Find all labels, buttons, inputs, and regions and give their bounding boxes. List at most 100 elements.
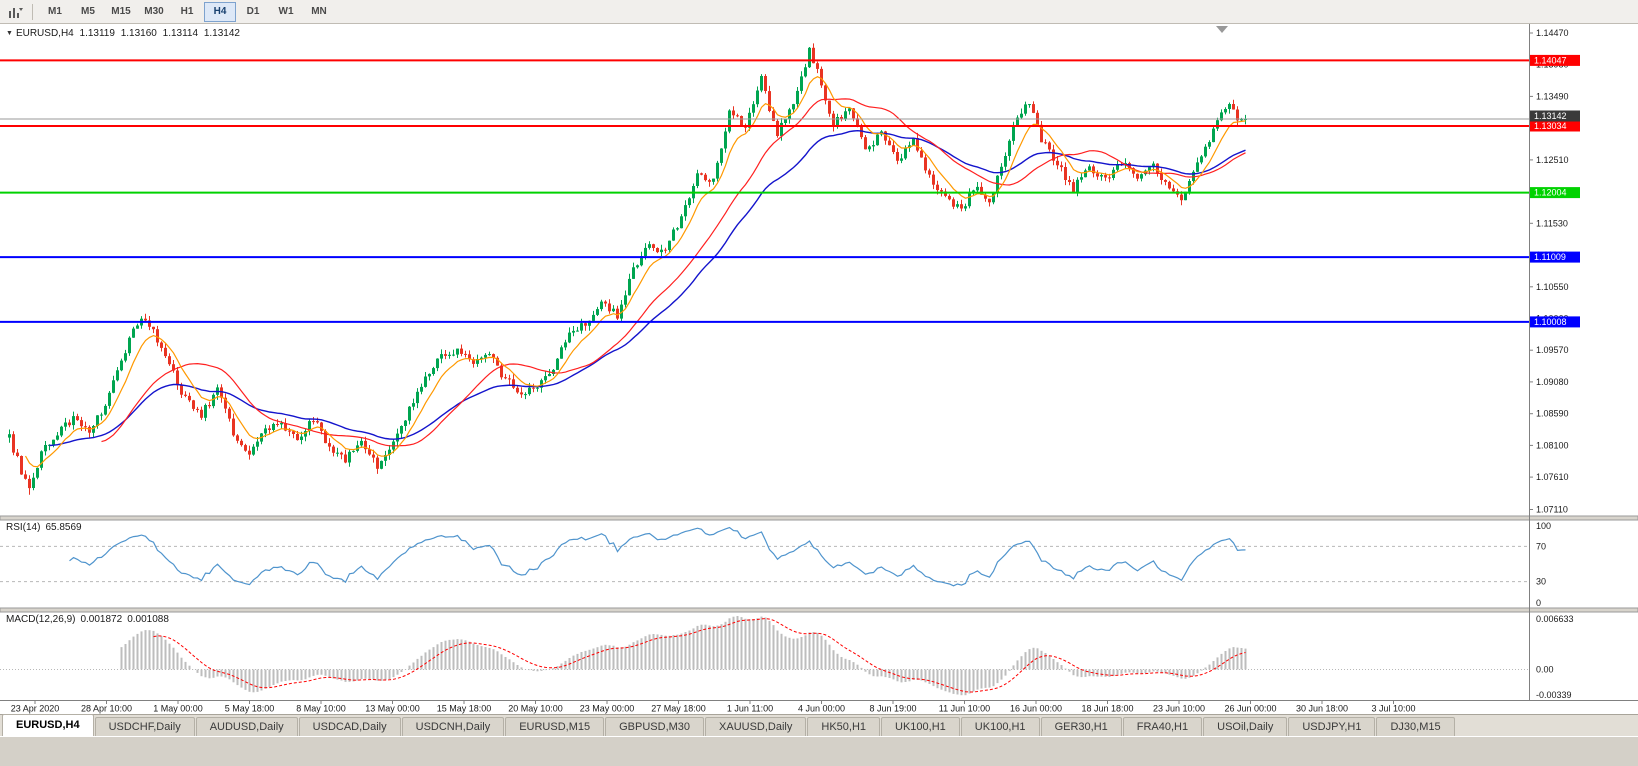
level-price-label — [1530, 251, 1580, 263]
level-price-label-text: 1.12004 — [1534, 188, 1567, 198]
chart-tab-AUDUSD-Daily[interactable]: AUDUSD,Daily — [195, 717, 298, 736]
time-axis-label: 8 Jun 19:00 — [869, 704, 916, 714]
level-price-label — [1530, 187, 1580, 199]
timeframe-toolbar: M1 M5 M15 M30 H1 H4 D1 W1 MN — [39, 1, 335, 22]
panel-separator[interactable] — [0, 515, 1638, 521]
chart-type-icon[interactable] — [4, 2, 26, 22]
bid-price-label-text: 1.13142 — [1534, 111, 1567, 121]
chart-tab-USDCAD-Daily[interactable]: USDCAD,Daily — [298, 717, 401, 736]
macd-axis-max: 0.006633 — [1536, 614, 1574, 624]
ma-slow-line — [49, 129, 1246, 447]
price-tick-label: 1.09080 — [1536, 377, 1569, 387]
macd-indicator-label: MACD(12,26,9) 0.001872 0.001088 — [6, 614, 174, 625]
chart-area: 1.144701.139801.134901.130001.125101.120… — [0, 24, 1638, 714]
price-tick-label: 1.07610 — [1536, 472, 1569, 482]
quote-close: 1.13142 — [203, 28, 240, 39]
level-price-label — [1530, 316, 1580, 328]
timeframe-button-M15[interactable]: M15 — [111, 5, 131, 17]
timeframe-button-H1[interactable]: H1 — [180, 5, 194, 17]
ma-fast-line — [24, 76, 1246, 468]
price-tick-label: 1.10550 — [1536, 282, 1569, 292]
time-axis-label: 23 May 00:00 — [580, 704, 635, 714]
time-axis-label: 16 Jun 00:00 — [1010, 704, 1062, 714]
time-axis-label: 27 May 18:00 — [651, 704, 706, 714]
rsi-axis-label: 30 — [1536, 577, 1546, 587]
chart-tab-GER30-H1[interactable]: GER30,H1 — [1040, 717, 1122, 736]
time-axis-label: 11 Jun 10:00 — [939, 704, 990, 714]
chart-tab-XAUUSD-Daily[interactable]: XAUUSD,Daily — [705, 717, 807, 736]
time-axis-label: 3 Jul 10:00 — [1371, 704, 1415, 714]
timeframe-button-M30[interactable]: M30 — [144, 5, 164, 17]
chart-tab-UK100-H1[interactable]: UK100,H1 — [960, 717, 1040, 736]
price-tick-label: 1.08590 — [1536, 409, 1569, 419]
time-axis-label: 5 May 18:00 — [225, 704, 275, 714]
quote-low: 1.13114 — [162, 28, 199, 39]
time-axis-label: 26 Jun 00:00 — [1224, 704, 1276, 714]
chart-tab-FRA40-H1[interactable]: FRA40,H1 — [1122, 717, 1203, 736]
rsi-title: RSI(14) — [6, 522, 41, 533]
level-price-label — [1530, 120, 1580, 132]
chart-shift-marker[interactable] — [1216, 26, 1228, 33]
chart-symbol-period: EURUSD,H4 — [15, 28, 74, 39]
chart-tabs-bar: EURUSD,H4 USDCHF,Daily AUDUSD,Daily USDCAD,… — [0, 714, 1638, 736]
price-tick-label: 1.12510 — [1536, 155, 1569, 165]
chart-tab-GBPUSD-M30[interactable]: GBPUSD,M30 — [605, 717, 705, 736]
toolbar-separator — [32, 3, 33, 20]
macd-histogram — [120, 616, 1247, 696]
macd-axis-zero: 0.00 — [1536, 665, 1554, 675]
top-toolbar: M1 M5 M15 M30 H1 H4 D1 W1 MN — [0, 0, 1638, 24]
status-bar — [0, 736, 1638, 766]
time-axis-label: 18 Jun 18:00 — [1081, 704, 1133, 714]
level-price-label-text: 1.14047 — [1534, 55, 1567, 65]
chart-tab-EURUSD-M15[interactable]: EURUSD,M15 — [505, 717, 605, 736]
panel-separator[interactable] — [0, 607, 1638, 613]
level-price-label-text: 1.11009 — [1534, 252, 1566, 262]
symbol-dropdown-icon[interactable]: ▼ — [6, 30, 13, 37]
time-axis-label: 4 Jun 00:00 — [798, 704, 845, 714]
macd-signal-value: 0.001088 — [127, 614, 169, 625]
bid-price-label — [1530, 110, 1580, 122]
timeframe-button-W1[interactable]: W1 — [278, 5, 294, 17]
time-axis-label: 23 Jun 10:00 — [1153, 704, 1205, 714]
bar-chart-glyph — [8, 7, 23, 18]
price-tick-label: 1.11530 — [1536, 218, 1568, 228]
macd-title: MACD(12,26,9) — [6, 614, 76, 625]
time-axis-label: 13 May 00:00 — [365, 704, 420, 714]
level-price-label-text: 1.10008 — [1534, 317, 1567, 327]
price-tick-label: 1.14470 — [1536, 28, 1569, 38]
chart-tab-EURUSD-H4[interactable]: EURUSD,H4 — [2, 714, 94, 736]
chart-title: ▼ EURUSD,H4 1.13119 1.13160 1.13114 1.131… — [6, 28, 243, 39]
time-axis-label: 23 Apr 2020 — [11, 704, 60, 714]
candlestick-series — [8, 43, 1247, 495]
quote-open: 1.13119 — [79, 28, 115, 39]
time-axis-label: 8 May 10:00 — [296, 704, 346, 714]
rsi-axis-label: 70 — [1536, 541, 1546, 551]
chart-tab-USDCNH-Daily[interactable]: USDCNH,Daily — [401, 717, 505, 736]
chart-canvas[interactable]: 1.144701.139801.134901.130001.125101.120… — [0, 24, 1638, 714]
time-axis-label: 20 May 10:00 — [508, 704, 563, 714]
chart-tab-USOil-Daily[interactable]: USOil,Daily — [1203, 717, 1288, 736]
macd-signal-line — [153, 618, 1246, 693]
chart-tab-USDCHF-Daily[interactable]: USDCHF,Daily — [94, 717, 195, 736]
time-axis-label: 28 Apr 10:00 — [81, 704, 132, 714]
timeframe-button-H4[interactable]: H4 — [204, 1, 236, 22]
price-tick-label: 1.13490 — [1536, 91, 1569, 101]
macd-main-value: 0.001872 — [80, 614, 123, 625]
timeframe-button-M1[interactable]: M1 — [48, 5, 62, 17]
price-tick-label: 1.08100 — [1536, 440, 1569, 450]
chart-tab-HK50-H1[interactable]: HK50,H1 — [807, 717, 881, 736]
chart-tab-DJ30-M15[interactable]: DJ30,M15 — [1376, 717, 1455, 736]
rsi-axis-label: 100 — [1536, 521, 1551, 531]
rsi-indicator-label: RSI(14) 65.8569 — [6, 522, 87, 533]
quote-high: 1.13160 — [120, 28, 157, 39]
timeframe-button-M5[interactable]: M5 — [81, 5, 95, 17]
macd-axis-min: -0.00339 — [1536, 690, 1572, 700]
time-axis-label: 1 May 00:00 — [153, 704, 203, 714]
timeframe-button-MN[interactable]: MN — [311, 5, 327, 17]
timeframe-button-D1[interactable]: D1 — [246, 5, 260, 17]
chart-tab-UK100-H1[interactable]: UK100,H1 — [881, 717, 960, 736]
time-axis-label: 1 Jun 11:00 — [727, 704, 773, 714]
chart-tab-USDJPY-H1[interactable]: USDJPY,H1 — [1288, 717, 1376, 736]
chart-background — [0, 24, 1638, 714]
level-price-label — [1530, 54, 1580, 66]
